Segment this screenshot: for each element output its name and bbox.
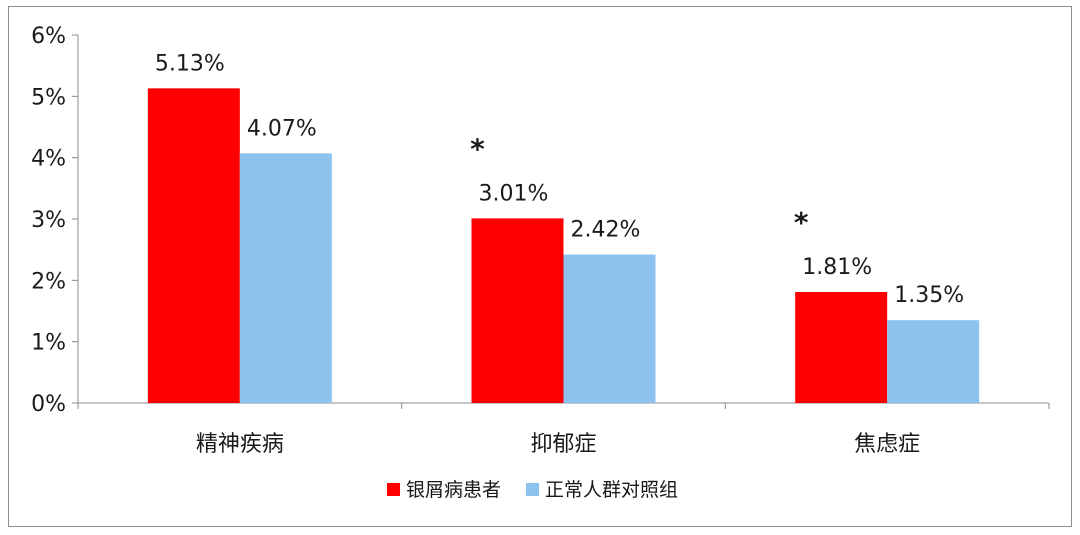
- x-tick-label: 抑郁症: [530, 432, 596, 457]
- legend-swatch: [387, 483, 400, 496]
- x-tick-label: 焦虑症: [854, 432, 920, 457]
- x-tick-label: 精神疾病: [196, 432, 284, 457]
- y-tick-label: 1%: [31, 331, 66, 356]
- data-label: 4.07%: [247, 116, 317, 141]
- bar-patient: [795, 291, 888, 403]
- bar-chart: 0% 1% 2% 3% 4% 5% 6% 精神疾病 5.13% 4.07% 抑郁症 3.01% 2.42…: [31, 24, 1050, 501]
- significance-marker: *: [470, 132, 485, 165]
- y-tick-label: 5%: [31, 85, 66, 110]
- legend-label: 正常人群对照组: [545, 479, 678, 501]
- y-tick-label: 6%: [31, 24, 66, 49]
- y-tick-label: 3%: [31, 208, 66, 233]
- bar-control: [239, 153, 332, 403]
- y-tick-label: 4%: [31, 147, 66, 172]
- chart-frame: 0% 1% 2% 3% 4% 5% 6% 精神疾病 5.13% 4.07% 抑郁症 3.01% 2.42…: [8, 6, 1072, 527]
- bar-control: [887, 320, 980, 403]
- y-tick-label: 2%: [31, 269, 66, 294]
- data-label: 5.13%: [155, 51, 225, 76]
- legend-swatch: [526, 483, 539, 496]
- data-label: 1.35%: [894, 283, 964, 308]
- data-label: 3.01%: [479, 181, 549, 206]
- y-tick-label: 0%: [31, 392, 66, 417]
- bar-patient: [147, 88, 240, 404]
- bar-patient: [471, 218, 564, 403]
- legend-label: 银屑病患者: [406, 479, 501, 501]
- bar-control: [563, 254, 656, 403]
- significance-marker: *: [794, 206, 809, 239]
- data-label: 1.81%: [802, 255, 872, 280]
- data-label: 2.42%: [571, 218, 641, 243]
